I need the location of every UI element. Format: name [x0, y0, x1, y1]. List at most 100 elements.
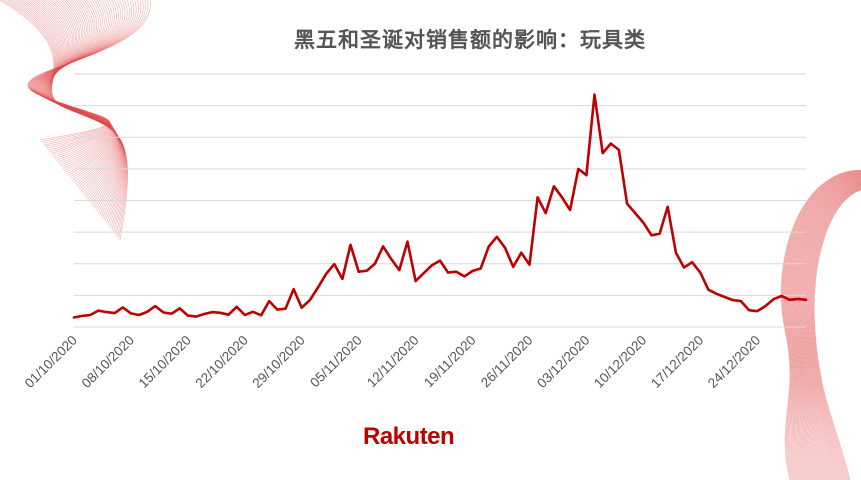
- decoration-line: [27, 0, 124, 222]
- decoration-line: [43, 0, 122, 212]
- decoration-line: [793, 177, 861, 480]
- decoration-line: [792, 176, 861, 480]
- decoration-line: [35, 0, 115, 171]
- decoration-line: [33, 0, 123, 161]
- decoration-line: [12, 0, 126, 232]
- decoration-line: [28, 0, 148, 142]
- decoration-left: [0, 0, 151, 241]
- decoration-line: [44, 0, 120, 203]
- decoration-line: [34, 0, 119, 165]
- decoration-line: [45, 0, 122, 210]
- decoration-line: [44, 0, 121, 207]
- x-tick-label: 08/10/2020: [79, 333, 137, 391]
- decoration-line: [798, 180, 861, 480]
- decoration-line: [41, 0, 118, 192]
- decoration-line: [794, 177, 861, 480]
- decoration-line: [793, 177, 861, 480]
- decoration-line: [2, 0, 128, 239]
- decoration-line: [812, 189, 861, 480]
- decoration-line: [37, 0, 116, 178]
- decoration-line: [805, 184, 861, 480]
- decoration-line: [783, 171, 861, 480]
- decoration-line: [25, 0, 124, 224]
- decoration-line: [788, 174, 861, 480]
- decoration-line: [38, 0, 116, 180]
- decoration-line: [796, 179, 861, 480]
- decoration-line: [15, 0, 126, 230]
- decoration-line: [32, 0, 128, 158]
- x-tick-label: 24/12/2020: [705, 333, 763, 391]
- decoration-line: [40, 0, 118, 188]
- decoration-line: [35, 0, 115, 170]
- decoration-line: [32, 0, 126, 159]
- gridlines: [74, 73, 806, 328]
- decoration-line: [813, 189, 861, 480]
- decoration-line: [808, 186, 861, 480]
- decoration-line: [27, 0, 151, 141]
- decoration-line: [786, 173, 861, 480]
- x-tick-label: 03/12/2020: [534, 333, 592, 391]
- decoration-line: [31, 0, 132, 154]
- decoration-line: [781, 170, 861, 480]
- decoration-right: [780, 169, 861, 480]
- decoration-line: [786, 172, 861, 480]
- decoration-line: [810, 187, 861, 480]
- decoration-line: [797, 179, 861, 480]
- decoration-line: [37, 0, 123, 215]
- decoration-line: [801, 182, 861, 480]
- x-tick-label: 17/12/2020: [648, 333, 706, 391]
- decoration-line: [784, 171, 861, 480]
- decoration-line: [41, 0, 119, 193]
- x-axis-ticks: 01/10/202008/10/202015/10/202022/10/2020…: [22, 333, 764, 391]
- decoration-line: [37, 0, 116, 176]
- x-tick-label: 12/11/2020: [364, 333, 422, 391]
- decoration-line: [30, 0, 137, 151]
- decoration-line: [44, 0, 121, 205]
- decoration-line: [806, 185, 861, 480]
- decoration-line: [7, 0, 127, 235]
- decoration-line: [805, 184, 861, 480]
- decoration-line: [45, 0, 121, 208]
- decoration-line: [795, 178, 861, 480]
- rakuten-logo: Rakuten: [363, 423, 455, 450]
- decoration-line: [811, 188, 861, 480]
- decoration-line: [787, 173, 861, 480]
- x-tick-label: 29/10/2020: [249, 333, 307, 391]
- decoration-line: [792, 176, 861, 480]
- decoration-line: [31, 0, 130, 156]
- decoration-line: [783, 171, 861, 480]
- decoration-line: [809, 186, 861, 480]
- decoration-line: [4, 0, 128, 237]
- decoration-line: [17, 0, 125, 229]
- decoration-line: [797, 179, 861, 480]
- decoration-line: [787, 173, 861, 480]
- decoration-line: [807, 185, 861, 480]
- decoration-line: [38, 0, 117, 181]
- decoration-line: [33, 0, 121, 163]
- decoration-line: [804, 183, 861, 480]
- decoration-line: [800, 181, 861, 480]
- decoration-line: [29, 0, 142, 148]
- decoration-line: [798, 180, 861, 480]
- decoration-line: [0, 0, 128, 241]
- decoration-line: [785, 172, 861, 480]
- decoration-line: [801, 181, 861, 480]
- decoration-line: [812, 188, 861, 480]
- decoration-line: [796, 178, 861, 480]
- decoration-line: [39, 0, 117, 185]
- decoration-line: [800, 181, 861, 480]
- decoration-line: [809, 186, 861, 480]
- decoration-line: [29, 0, 139, 149]
- decoration-line: [790, 175, 861, 480]
- x-tick-label: 05/11/2020: [307, 333, 365, 391]
- decoration-line: [28, 0, 146, 144]
- x-tick-label: 15/10/2020: [136, 333, 194, 391]
- decoration-line: [791, 176, 861, 480]
- x-tick-label: 22/10/2020: [193, 333, 251, 391]
- decoration-line: [32, 0, 123, 219]
- decoration-line: [791, 175, 861, 480]
- series-line: [72, 93, 808, 319]
- decoration-line: [40, 0, 118, 190]
- decoration-line: [807, 185, 861, 480]
